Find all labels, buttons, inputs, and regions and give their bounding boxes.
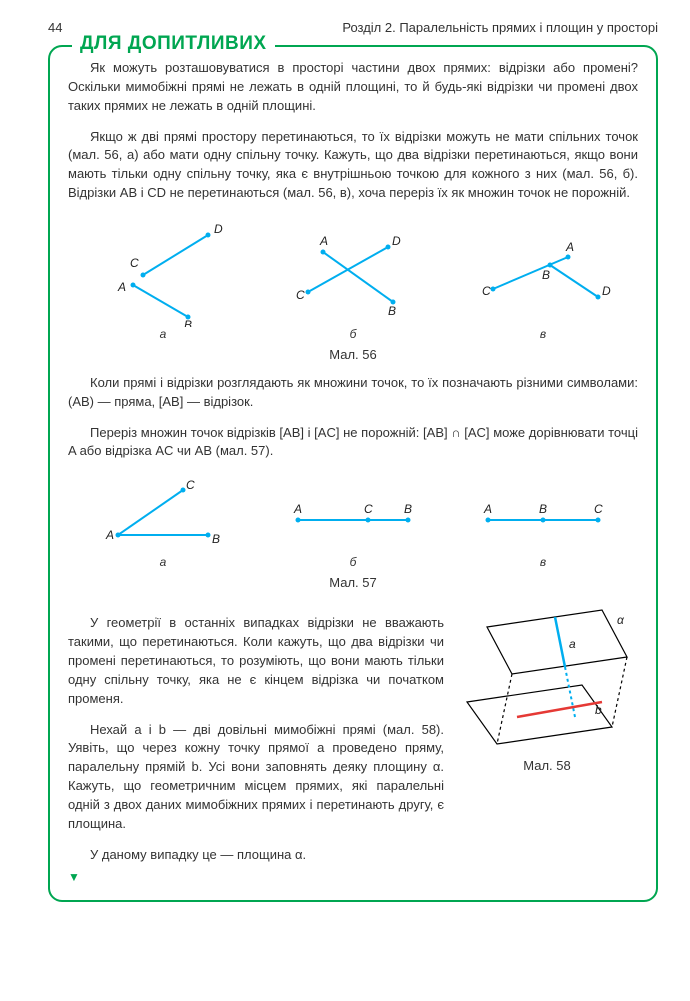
fig56-b-label: б (278, 327, 428, 341)
chapter-header: Розділ 2. Паралельність прямих і площин … (342, 20, 658, 35)
wrap-58: У геометрії в останніх випадках відрізки… (68, 602, 638, 864)
svg-text:A: A (293, 502, 302, 516)
paragraph-5: У геометрії в останніх випадках відрізки… (68, 614, 444, 708)
svg-text:D: D (214, 222, 223, 236)
svg-text:B: B (542, 268, 550, 282)
svg-text:C: C (594, 502, 603, 516)
wrap-58-text: У геометрії в останніх випадках відрізки… (68, 602, 444, 864)
svg-text:B: B (404, 502, 412, 516)
fig58-b-label: b (595, 703, 602, 717)
page-number: 44 (48, 20, 62, 35)
paragraph-3: Коли прямі і відрізки розглядають як мно… (68, 374, 638, 412)
svg-text:C: C (482, 284, 491, 298)
paragraph-6: Нехай a і b — дві довільні мимобіжні пря… (68, 721, 444, 834)
fig56-caption: Мал. 56 (68, 347, 638, 362)
fig56-b: A D C B б (278, 217, 428, 341)
figure-57: A B C а A C B б (68, 475, 638, 569)
svg-text:C: C (186, 478, 195, 492)
svg-text:A: A (319, 234, 328, 248)
svg-text:C: C (364, 502, 373, 516)
triangle-marker-icon: ▼ (68, 870, 638, 884)
svg-text:B: B (539, 502, 547, 516)
fig57-c-label: в (468, 555, 618, 569)
fig57-b-label: б (278, 555, 428, 569)
paragraph-2: Якщо ж дві прямі простору перетинаються,… (68, 128, 638, 203)
fig58-caption: Мал. 58 (456, 758, 638, 773)
svg-text:D: D (392, 234, 401, 248)
fig57-b: A C B б (278, 475, 428, 569)
fig58-a-label: a (569, 637, 576, 651)
paragraph-4: Переріз множин точок відрізків [AB] і [A… (68, 424, 638, 462)
fig57-caption: Мал. 57 (68, 575, 638, 590)
fig57-a: A B C а (88, 475, 238, 569)
paragraph-1: Як можуть розташовуватися в просторі час… (68, 59, 638, 116)
svg-text:C: C (130, 256, 139, 270)
svg-text:B: B (388, 304, 396, 318)
paragraph-7: У даному випадку це — площина α. (68, 846, 444, 865)
svg-text:C: C (296, 288, 305, 302)
fig56-a-label: а (88, 327, 238, 341)
svg-text:A: A (105, 528, 114, 542)
svg-text:A: A (483, 502, 492, 516)
fig58-alpha-label: α (617, 613, 625, 627)
svg-text:B: B (212, 532, 220, 546)
page: 44 Розділ 2. Паралельність прямих і площ… (0, 0, 690, 922)
svg-text:D: D (602, 284, 611, 298)
fig57-c: A B C в (468, 475, 618, 569)
fig56-c-label: в (468, 327, 618, 341)
fig56-a: C D A B а (88, 217, 238, 341)
figure-56: C D A B а A D C B (68, 217, 638, 341)
svg-text:A: A (117, 280, 126, 294)
fig56-c: A D C B в (468, 217, 618, 341)
svg-text:B: B (184, 318, 192, 327)
box-title: ДЛЯ ДОПИТЛИВИХ (72, 33, 275, 55)
fig57-a-label: а (88, 555, 238, 569)
svg-text:A: A (565, 240, 574, 254)
callout-box: ДЛЯ ДОПИТЛИВИХ Як можуть розташовуватися… (48, 45, 658, 902)
figure-58: α a b Мал. 58 (456, 602, 638, 773)
